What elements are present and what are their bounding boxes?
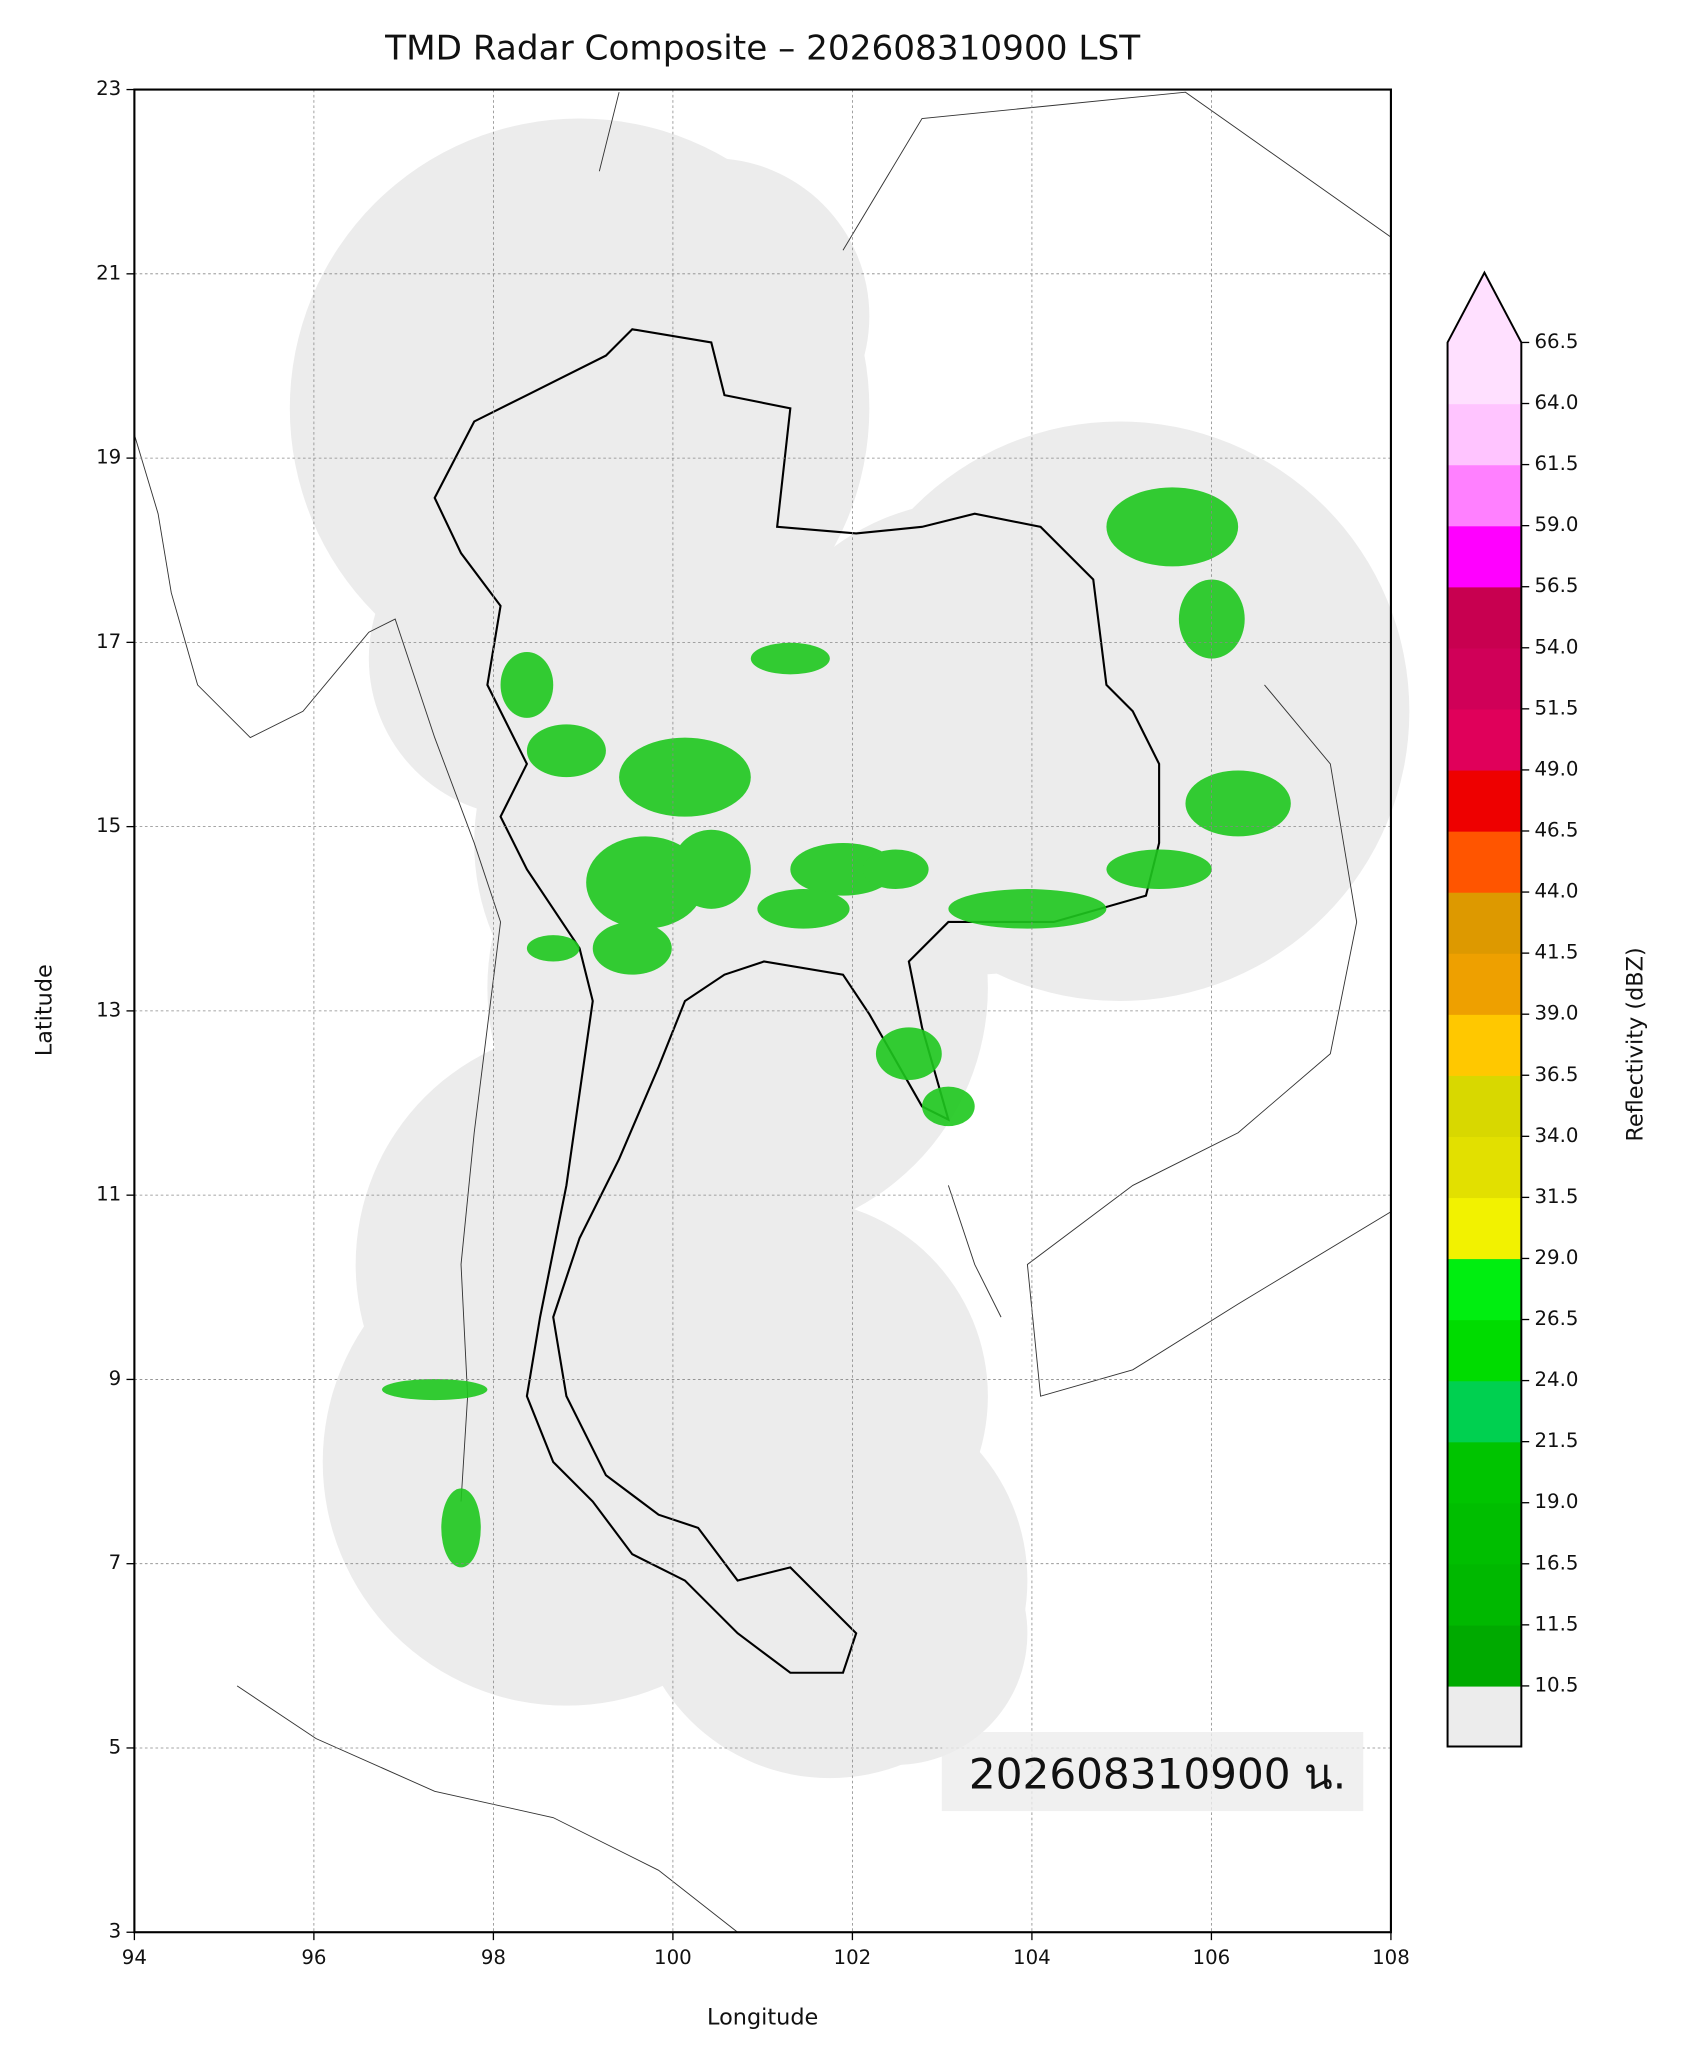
colorbar-segment [1447, 1502, 1522, 1565]
colorbar-segment [1447, 647, 1522, 710]
radar-echoes [382, 487, 1291, 1568]
colorbar-segment [1447, 1441, 1522, 1504]
colorbar-outline [1446, 270, 1523, 1748]
colorbar-tick-label: 19.0 [1534, 1490, 1578, 1513]
colorbar-over [1447, 272, 1522, 343]
y-tick-label: 17 [96, 630, 121, 653]
x-axis-label: Longitude [707, 2004, 818, 2030]
colorbar-segment [1447, 1075, 1522, 1137]
y-tick-label: 7 [109, 1551, 122, 1574]
colorbar-label: Reflectivity (dBZ) [1622, 947, 1648, 1141]
annotation-box [941, 1732, 1364, 1812]
colorbar-tick-label: 16.5 [1534, 1551, 1578, 1574]
timestamp-annotation: 202608310900 น. [969, 1749, 1346, 1798]
colorbar-segment [1447, 1136, 1522, 1199]
y-tick-label: 3 [109, 1920, 122, 1943]
y-tick-label: 9 [109, 1367, 122, 1390]
colorbar-segment [1447, 953, 1522, 1015]
map-layer [133, 89, 1410, 1933]
colorbar-segment [1447, 403, 1522, 466]
colorbar-tick-label: 10.5 [1534, 1673, 1578, 1696]
colorbar-segment [1447, 464, 1522, 527]
colorbar-segment [1447, 708, 1522, 771]
colorbar-segment [1447, 342, 1522, 405]
colorbar-tick-label: 56.5 [1534, 574, 1578, 597]
colorbar-segment [1447, 892, 1522, 954]
colorbar-segment [1447, 525, 1522, 588]
colorbar-segment [1447, 1380, 1522, 1443]
x-tick-label: 98 [481, 1946, 506, 1969]
colorbar-tick-label: 29.0 [1534, 1246, 1578, 1269]
x-tick-label: 108 [1372, 1946, 1410, 1969]
coastline [133, 91, 1392, 1933]
x-tick-label: 94 [122, 1946, 147, 1969]
colorbar-tick-label: 39.0 [1534, 1002, 1578, 1025]
y-tick-label: 19 [96, 446, 121, 469]
colorbar-tick-label: 11.5 [1534, 1612, 1578, 1635]
colorbar-tick-label: 49.0 [1534, 757, 1578, 780]
colorbar-segment [1447, 1258, 1522, 1321]
x-tick-label: 104 [1013, 1946, 1051, 1969]
colorbar-tick-label: 24.0 [1534, 1368, 1578, 1391]
x-tick-label: 100 [654, 1946, 692, 1969]
x-tick-label: 102 [834, 1946, 872, 1969]
colorbar-tick-label: 26.5 [1534, 1307, 1578, 1330]
y-tick-label: 5 [109, 1735, 122, 1758]
colorbar-segment [1447, 830, 1522, 893]
y-tick-label: 15 [96, 814, 121, 837]
radar-coverage [289, 118, 1410, 1779]
x-tick-label: 96 [301, 1946, 326, 1969]
colorbar-tick-label: 51.5 [1534, 696, 1578, 719]
y-axis-label: Latitude [31, 964, 57, 1056]
y-tick-label: 21 [96, 261, 121, 284]
colorbar-tick-label: 34.0 [1534, 1124, 1578, 1147]
y-tick-label: 13 [96, 998, 121, 1021]
x-tick-label: 106 [1193, 1946, 1231, 1969]
chart-title: TMD Radar Composite – 202608310900 LST [384, 29, 1141, 69]
colorbar-tick-label: 66.5 [1534, 330, 1578, 353]
colorbar-tick-label: 36.5 [1534, 1063, 1578, 1086]
colorbar-segment [1447, 1014, 1522, 1076]
thailand-border [433, 328, 1161, 1674]
colorbar-tick-label: 61.5 [1534, 452, 1578, 475]
colorbar-segment [1447, 769, 1522, 832]
colorbar-tick-label: 21.5 [1534, 1429, 1578, 1452]
colorbar-tick-label: 46.5 [1534, 818, 1578, 841]
colorbar-segment [1447, 1563, 1522, 1626]
y-tick-label: 23 [96, 77, 121, 100]
colorbar-segment [1447, 586, 1522, 649]
colorbar-tick-label: 41.5 [1534, 941, 1578, 964]
colorbar-tick-label: 54.0 [1534, 635, 1578, 658]
colorbar-under [1447, 1685, 1522, 1747]
y-tick-label: 11 [96, 1183, 121, 1206]
colorbar-tick-label: 44.0 [1534, 880, 1578, 903]
colorbar-tick-label: 59.0 [1534, 513, 1578, 536]
colorbar-tick-label: 64.0 [1534, 391, 1578, 414]
colorbar-segment [1447, 1197, 1522, 1260]
colorbar-tick-label: 31.5 [1534, 1185, 1578, 1208]
colorbar-segment [1447, 1624, 1522, 1687]
colorbar-segment [1447, 1319, 1522, 1382]
